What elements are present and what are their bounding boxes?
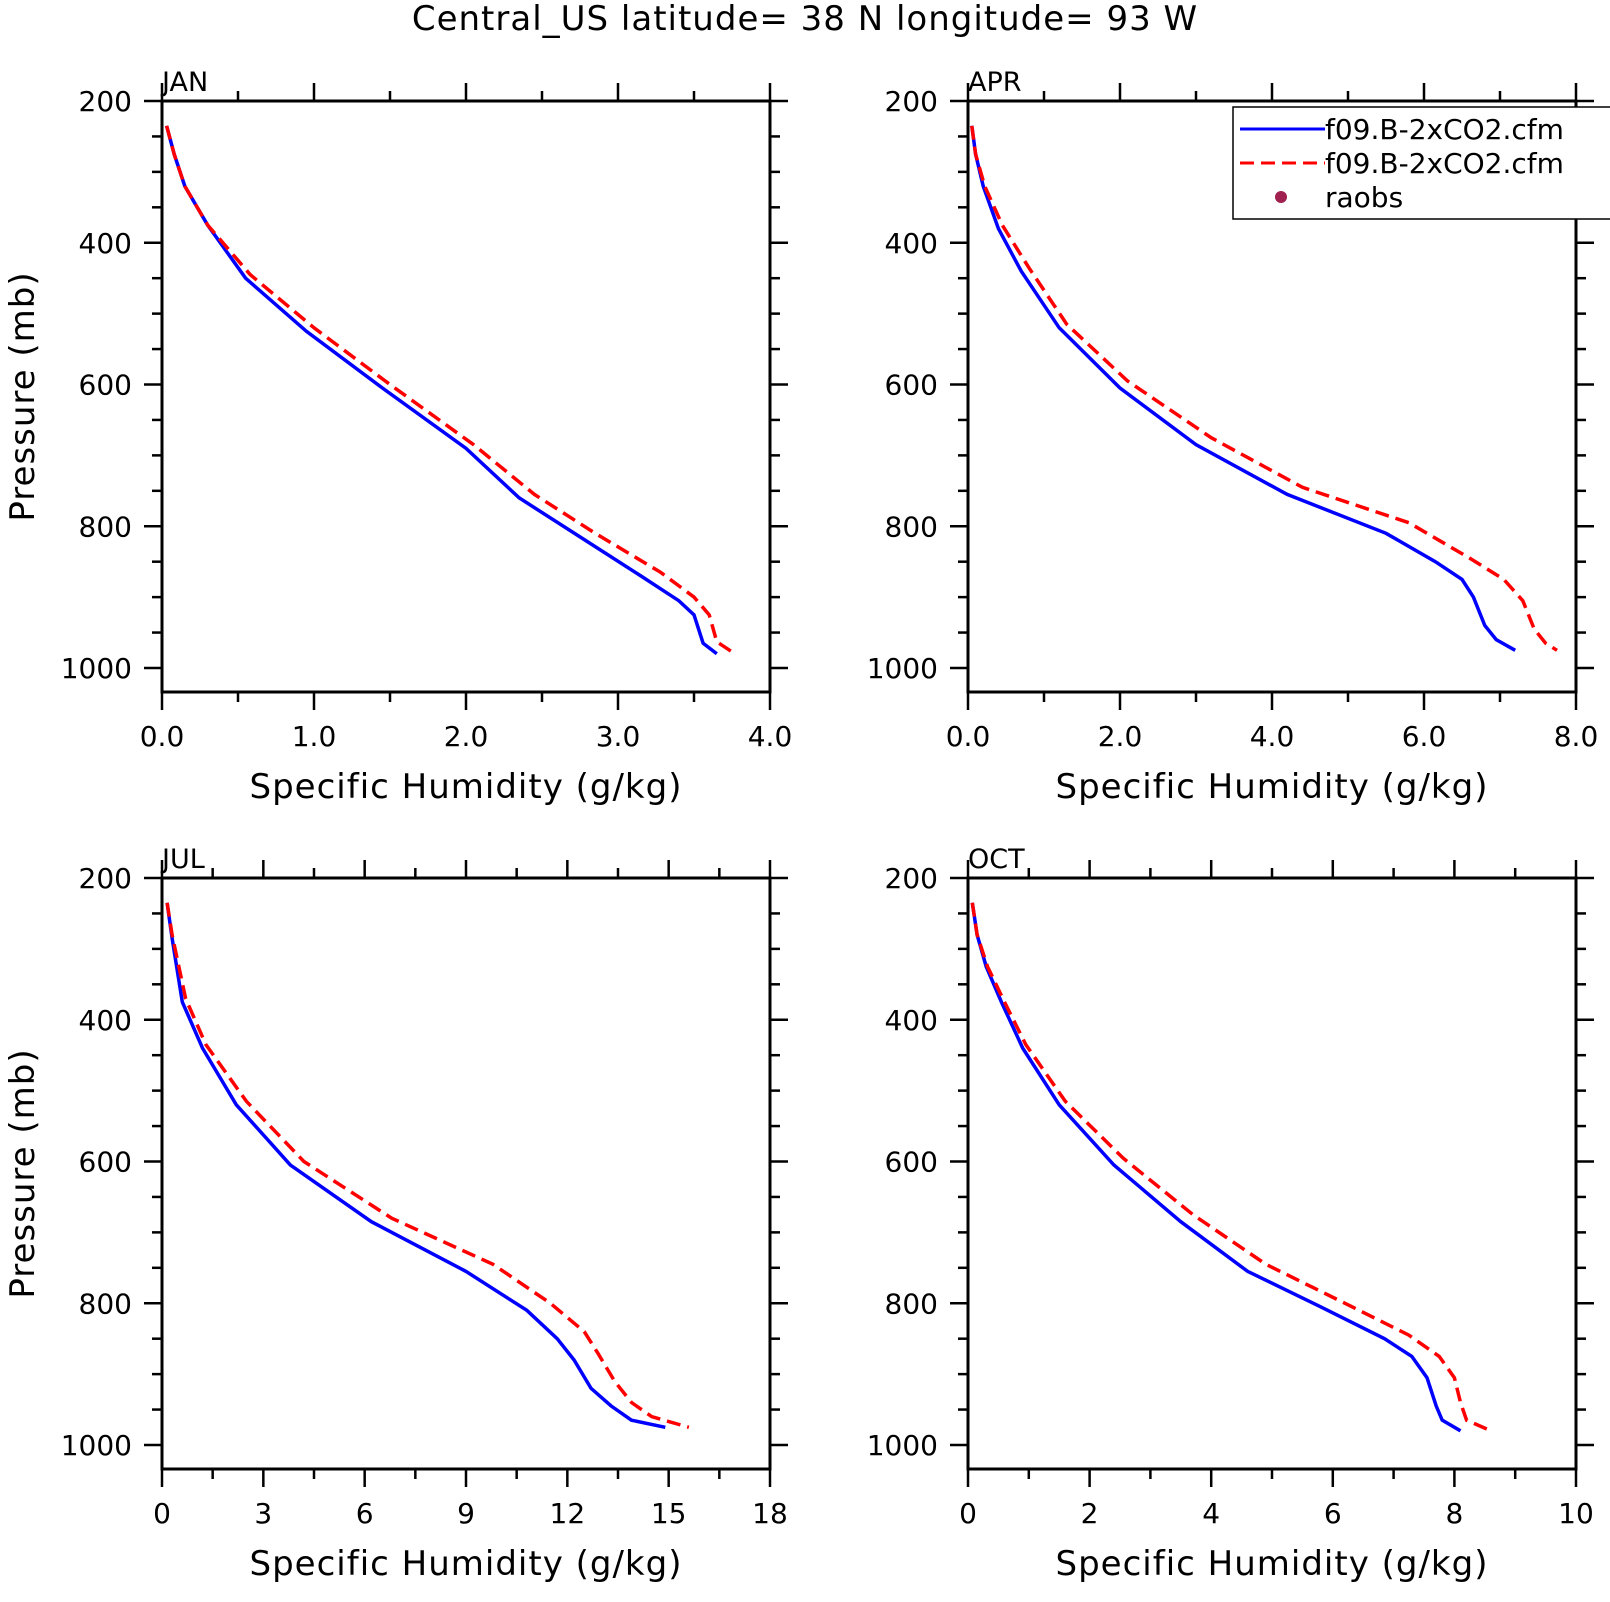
x-axis-title: Specific Humidity (g/kg) xyxy=(1056,767,1489,807)
x-tick-label: 0 xyxy=(153,1497,171,1530)
plot-frame xyxy=(160,99,772,694)
x-tick-label: 0 xyxy=(959,1497,977,1530)
x-tick-label: 18 xyxy=(752,1497,788,1530)
y-tick-label: 400 xyxy=(885,1004,938,1037)
y-tick-label: 1000 xyxy=(867,1429,938,1462)
panel-jul: 200 400 600 800 1000 0 3 6 9 12 15 18 JUL Specific Hu… xyxy=(3,844,788,1584)
plot-frame xyxy=(160,876,772,1471)
series-solid-line xyxy=(970,125,1517,652)
figure-title: Central_US latitude= 38 N longitude= 93 … xyxy=(412,0,1198,39)
y-tick-label: 400 xyxy=(79,227,132,260)
panel-oct: 200 400 600 800 1000 0 2 4 6 8 10 OCT Specific Humid… xyxy=(867,844,1594,1584)
legend-label: f09.B-2xCO2.cfm xyxy=(1325,113,1564,146)
y-tick-label: 200 xyxy=(79,862,132,895)
x-tick-label: 0.0 xyxy=(946,720,991,753)
series-solid-line xyxy=(164,125,718,656)
panel-label: OCT xyxy=(968,844,1025,875)
y-tick-label: 800 xyxy=(885,510,938,543)
y-tick-label: 600 xyxy=(885,369,938,402)
x-tick-label: 4 xyxy=(1202,1497,1220,1530)
y-tick-label: 1000 xyxy=(61,652,132,685)
y-tick-label: 1000 xyxy=(867,652,938,685)
panel-label: APR xyxy=(968,67,1022,98)
x-tick-label: 4.0 xyxy=(1250,720,1295,753)
series-dashed-line xyxy=(165,902,690,1429)
x-tick-label: 6 xyxy=(356,1497,374,1530)
series-dashed-line xyxy=(164,125,736,656)
y-tick-label: 800 xyxy=(885,1287,938,1320)
series-solid-line xyxy=(165,902,666,1430)
panel-apr: 200 400 600 800 1000 0.0 2.0 4.0 6.0 8.0 APR Specif… xyxy=(867,67,1599,807)
x-tick-label: 6.0 xyxy=(1402,720,1447,753)
x-tick-label: 12 xyxy=(550,1497,586,1530)
y-tick-label: 600 xyxy=(79,369,132,402)
x-axis-title: Specific Humidity (g/kg) xyxy=(1056,1544,1489,1584)
series-solid-line xyxy=(970,902,1462,1433)
panel-label: JUL xyxy=(160,844,205,875)
legend-marker xyxy=(1275,191,1287,203)
series-dashed-line xyxy=(970,902,1492,1433)
y-tick-label: 800 xyxy=(79,1287,132,1320)
x-axis-title: Specific Humidity (g/kg) xyxy=(250,767,683,807)
y-tick-label: 800 xyxy=(79,510,132,543)
x-tick-label: 0.0 xyxy=(140,720,185,753)
y-axis-title: Pressure (mb) xyxy=(3,1048,43,1298)
legend-label: f09.B-2xCO2.cfm xyxy=(1325,147,1564,180)
x-tick-label: 15 xyxy=(651,1497,687,1530)
x-tick-label: 10 xyxy=(1558,1497,1594,1530)
x-tick-label: 3.0 xyxy=(596,720,641,753)
y-axis-title: Pressure (mb) xyxy=(3,271,43,521)
y-tick-label: 200 xyxy=(885,862,938,895)
panel-jan: 200 400 600 800 1000 0.0 1.0 2.0 3.0 4.0 JAN Specif… xyxy=(3,67,792,807)
y-tick-label: 400 xyxy=(885,227,938,260)
plot-frame xyxy=(966,876,1578,1471)
legend-label: raobs xyxy=(1325,181,1403,214)
y-tick-label: 600 xyxy=(79,1146,132,1179)
x-tick-label: 6 xyxy=(1324,1497,1342,1530)
x-tick-label: 2.0 xyxy=(1098,720,1143,753)
x-tick-label: 2.0 xyxy=(444,720,489,753)
y-tick-label: 200 xyxy=(79,85,132,118)
x-tick-label: 3 xyxy=(254,1497,272,1530)
y-tick-label: 200 xyxy=(885,85,938,118)
x-axis-title: Specific Humidity (g/kg) xyxy=(250,1544,683,1584)
x-tick-label: 2 xyxy=(1081,1497,1099,1530)
y-tick-label: 1000 xyxy=(61,1429,132,1462)
x-tick-label: 8.0 xyxy=(1554,720,1599,753)
panel-label: JAN xyxy=(160,67,208,98)
series-dashed-line xyxy=(970,125,1558,652)
x-tick-label: 8 xyxy=(1445,1497,1463,1530)
y-tick-label: 400 xyxy=(79,1004,132,1037)
y-tick-label: 600 xyxy=(885,1146,938,1179)
x-tick-label: 9 xyxy=(457,1497,475,1530)
x-tick-label: 4.0 xyxy=(748,720,793,753)
x-tick-label: 1.0 xyxy=(292,720,337,753)
